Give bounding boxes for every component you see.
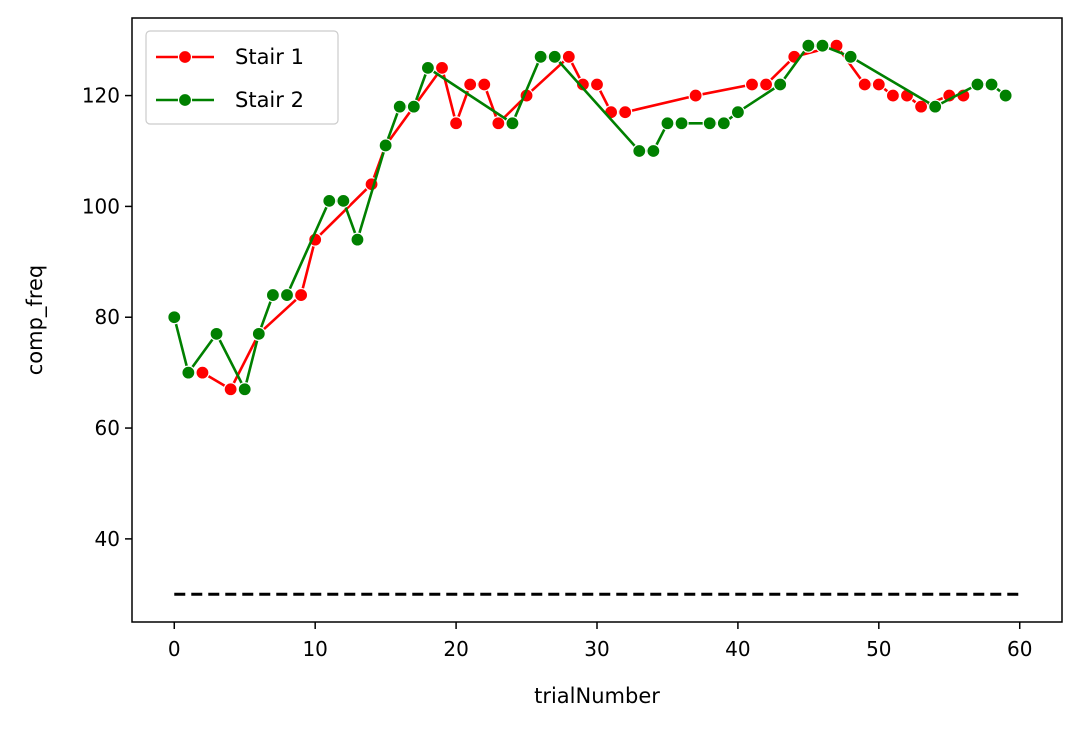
x-tick-label: 10: [302, 637, 327, 661]
data-point-series-2: [547, 49, 562, 64]
data-point-series-1: [477, 77, 492, 92]
data-point-series-2: [420, 60, 436, 75]
data-point-series-1: [688, 88, 703, 103]
data-point-series-2: [632, 143, 647, 159]
data-point-series-2: [646, 143, 661, 159]
data-point-series-1: [293, 287, 309, 303]
y-tick-label: 60: [95, 416, 120, 440]
data-point-series-2: [702, 116, 717, 131]
data-point-series-1: [913, 99, 929, 114]
data-point-series-1: [603, 105, 619, 120]
x-tick-label: 20: [443, 637, 468, 661]
data-point-series-1: [223, 382, 238, 397]
data-point-series-2: [392, 99, 407, 114]
data-point-series-2: [843, 49, 858, 64]
legend-marker-series-1: [177, 49, 193, 65]
data-point-series-1: [448, 116, 464, 131]
data-point-series-1: [463, 77, 478, 92]
x-tick-label: 50: [866, 637, 891, 661]
data-point-series-2: [181, 365, 196, 380]
data-point-series-2: [801, 38, 816, 53]
data-point-series-1: [857, 77, 872, 92]
axis-ticks: 0 10 20 30 40 50 60 40 60 80 100 120: [82, 84, 1033, 661]
data-point-series-1: [758, 77, 774, 92]
legend: Stair 1 Stair 2: [145, 30, 339, 125]
data-point-series-2: [815, 38, 830, 53]
x-tick-label: 60: [1007, 637, 1032, 661]
data-point-series-2: [505, 116, 520, 131]
data-point-series-2: [237, 382, 252, 397]
data-point-series-2: [265, 287, 281, 303]
data-point-series-1: [434, 60, 450, 75]
data-point-series-1: [561, 49, 576, 64]
legend-label-stair-2: Stair 2: [235, 88, 304, 112]
data-point-series-2: [350, 232, 365, 247]
data-point-series-2: [209, 326, 224, 341]
data-point-series-2: [167, 310, 182, 325]
x-axis-label: trialNumber: [534, 684, 660, 708]
data-point-series-2: [406, 99, 421, 114]
x-tick-label: 0: [168, 637, 181, 661]
data-point-series-1: [589, 77, 605, 92]
data-point-series-2: [716, 116, 731, 131]
data-point-series-2: [322, 193, 337, 208]
data-point-series-2: [279, 287, 295, 303]
y-tick-label: 40: [95, 527, 120, 551]
legend-marker-series-2: [177, 92, 193, 108]
x-tick-label: 30: [584, 637, 609, 661]
data-point-series-2: [773, 77, 788, 92]
data-point-series-2: [251, 326, 266, 341]
data-point-series-2: [674, 116, 689, 131]
data-point-series-2: [998, 88, 1013, 103]
data-point-series-2: [336, 193, 351, 208]
data-point-series-2: [378, 138, 393, 153]
data-point-series-2: [984, 77, 999, 92]
data-point-series-2: [730, 105, 746, 120]
y-tick-label: 80: [95, 305, 120, 329]
data-point-series-1: [885, 88, 901, 103]
data-point-series-2: [533, 49, 548, 64]
data-point-series-1: [491, 116, 506, 131]
x-tick-label: 40: [725, 637, 750, 661]
y-axis-label: comp_freq: [23, 265, 48, 376]
plot-area: [167, 38, 1020, 596]
data-point-series-1: [575, 77, 591, 92]
data-point-series-1: [871, 77, 886, 92]
data-point-series-1: [744, 77, 760, 92]
y-tick-label: 120: [82, 84, 120, 108]
data-point-series-2: [660, 116, 675, 131]
data-point-series-1: [618, 105, 633, 120]
data-point-series-2: [970, 77, 985, 92]
data-point-series-2: [928, 99, 943, 114]
legend-label-stair-1: Stair 1: [235, 45, 304, 69]
y-tick-label: 100: [82, 194, 120, 218]
data-point-series-1: [195, 365, 210, 380]
